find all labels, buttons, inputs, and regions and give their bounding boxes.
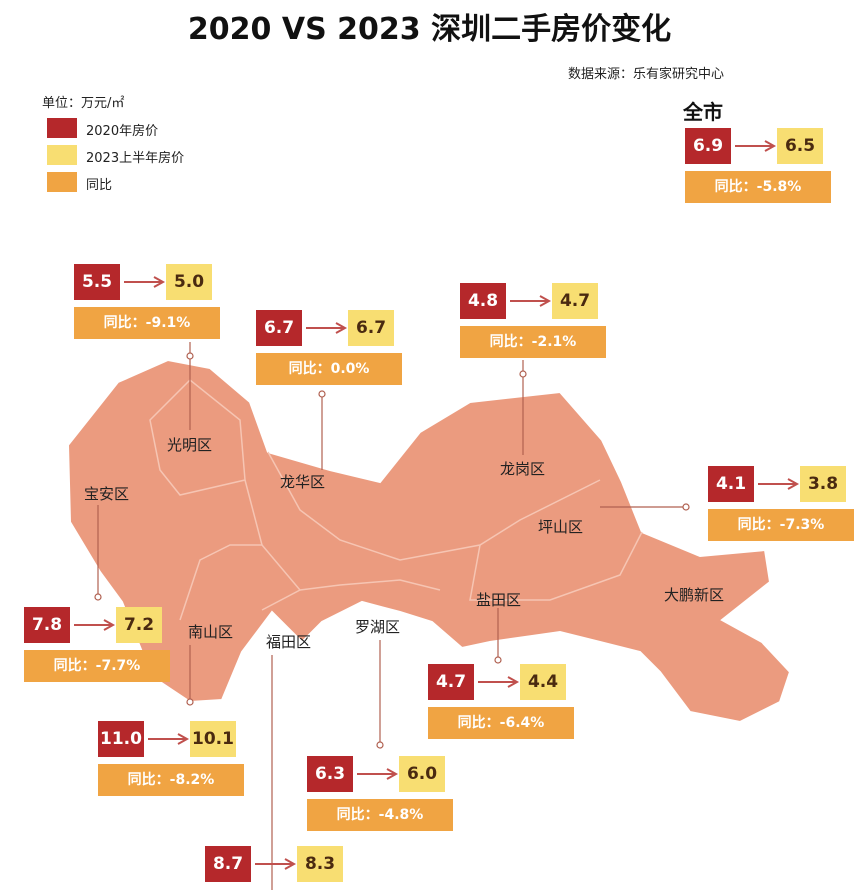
price-2023: 5.0 [166,264,212,300]
yoy: 同比：0.0% [256,353,402,385]
arrow [735,140,777,152]
city-name: 全市 [683,100,723,124]
price-2023: 8.3 [297,846,343,882]
district-name: 福田区 [266,633,312,651]
legend-swatch [47,118,77,138]
arrow [124,276,166,288]
yoy: 同比：-4.8% [307,799,453,831]
price-2020: 4.1 [708,466,754,502]
arrow [255,858,297,870]
price-2020: 4.8 [460,283,506,319]
price-2023: 10.1 [190,721,236,757]
leader-lines [94,342,690,890]
source: 数据来源：乐有家研究中心 [568,67,725,82]
price-2023: 6.0 [399,756,445,792]
district-name: 龙华区 [280,473,326,491]
price-2020: 6.7 [256,310,302,346]
district-name: 大鹏新区 [664,586,725,604]
arrow [510,295,552,307]
district-name: 南山区 [188,623,234,641]
title: 2020 VS 2023 深圳二手房价变化 [187,12,672,47]
price-2023: 6.7 [348,310,394,346]
price-2023: 4.7 [552,283,598,319]
price-2020: 11.0 [98,721,144,757]
arrow [74,619,116,631]
district-name: 宝安区 [84,485,130,503]
legend-swatch [47,172,77,192]
district-name: 坪山区 [538,518,584,536]
arrow [306,322,348,334]
price-2023: 6.5 [777,128,823,164]
district-name: 盐田区 [476,591,522,609]
yoy: 同比：-7.7% [24,650,170,682]
price-2023: 7.2 [116,607,162,643]
price-2020: 5.5 [74,264,120,300]
price-2023: 3.8 [800,466,846,502]
legend-swatch [47,145,77,165]
price-2020: 7.8 [24,607,70,643]
yoy: 同比：-6.4% [428,707,574,739]
legend-label: 2023上半年房价 [86,151,185,166]
yoy: 同比：-9.1% [74,307,220,339]
price-2020: 4.7 [428,664,474,700]
yoy: 同比：-2.1% [460,326,606,358]
yoy: 同比：-5.8% [685,171,831,203]
yoy: 同比：-7.3% [708,509,854,541]
legend-label: 2020年房价 [86,124,159,139]
legend-label: 同比 [86,178,113,193]
district-name: 光明区 [167,436,213,454]
arrow [478,676,520,688]
unit: 单位：万元/㎡ [42,96,125,111]
price-2023: 4.4 [520,664,566,700]
price-2020: 8.7 [205,846,251,882]
arrow [148,733,190,745]
price-2020: 6.9 [685,128,731,164]
district-name: 罗湖区 [355,618,401,636]
arrow [357,768,399,780]
yoy: 同比：-8.2% [98,764,244,796]
shenzhen-map [66,358,792,724]
arrow [758,478,800,490]
district-name: 龙岗区 [500,460,546,478]
price-2020: 6.3 [307,756,353,792]
